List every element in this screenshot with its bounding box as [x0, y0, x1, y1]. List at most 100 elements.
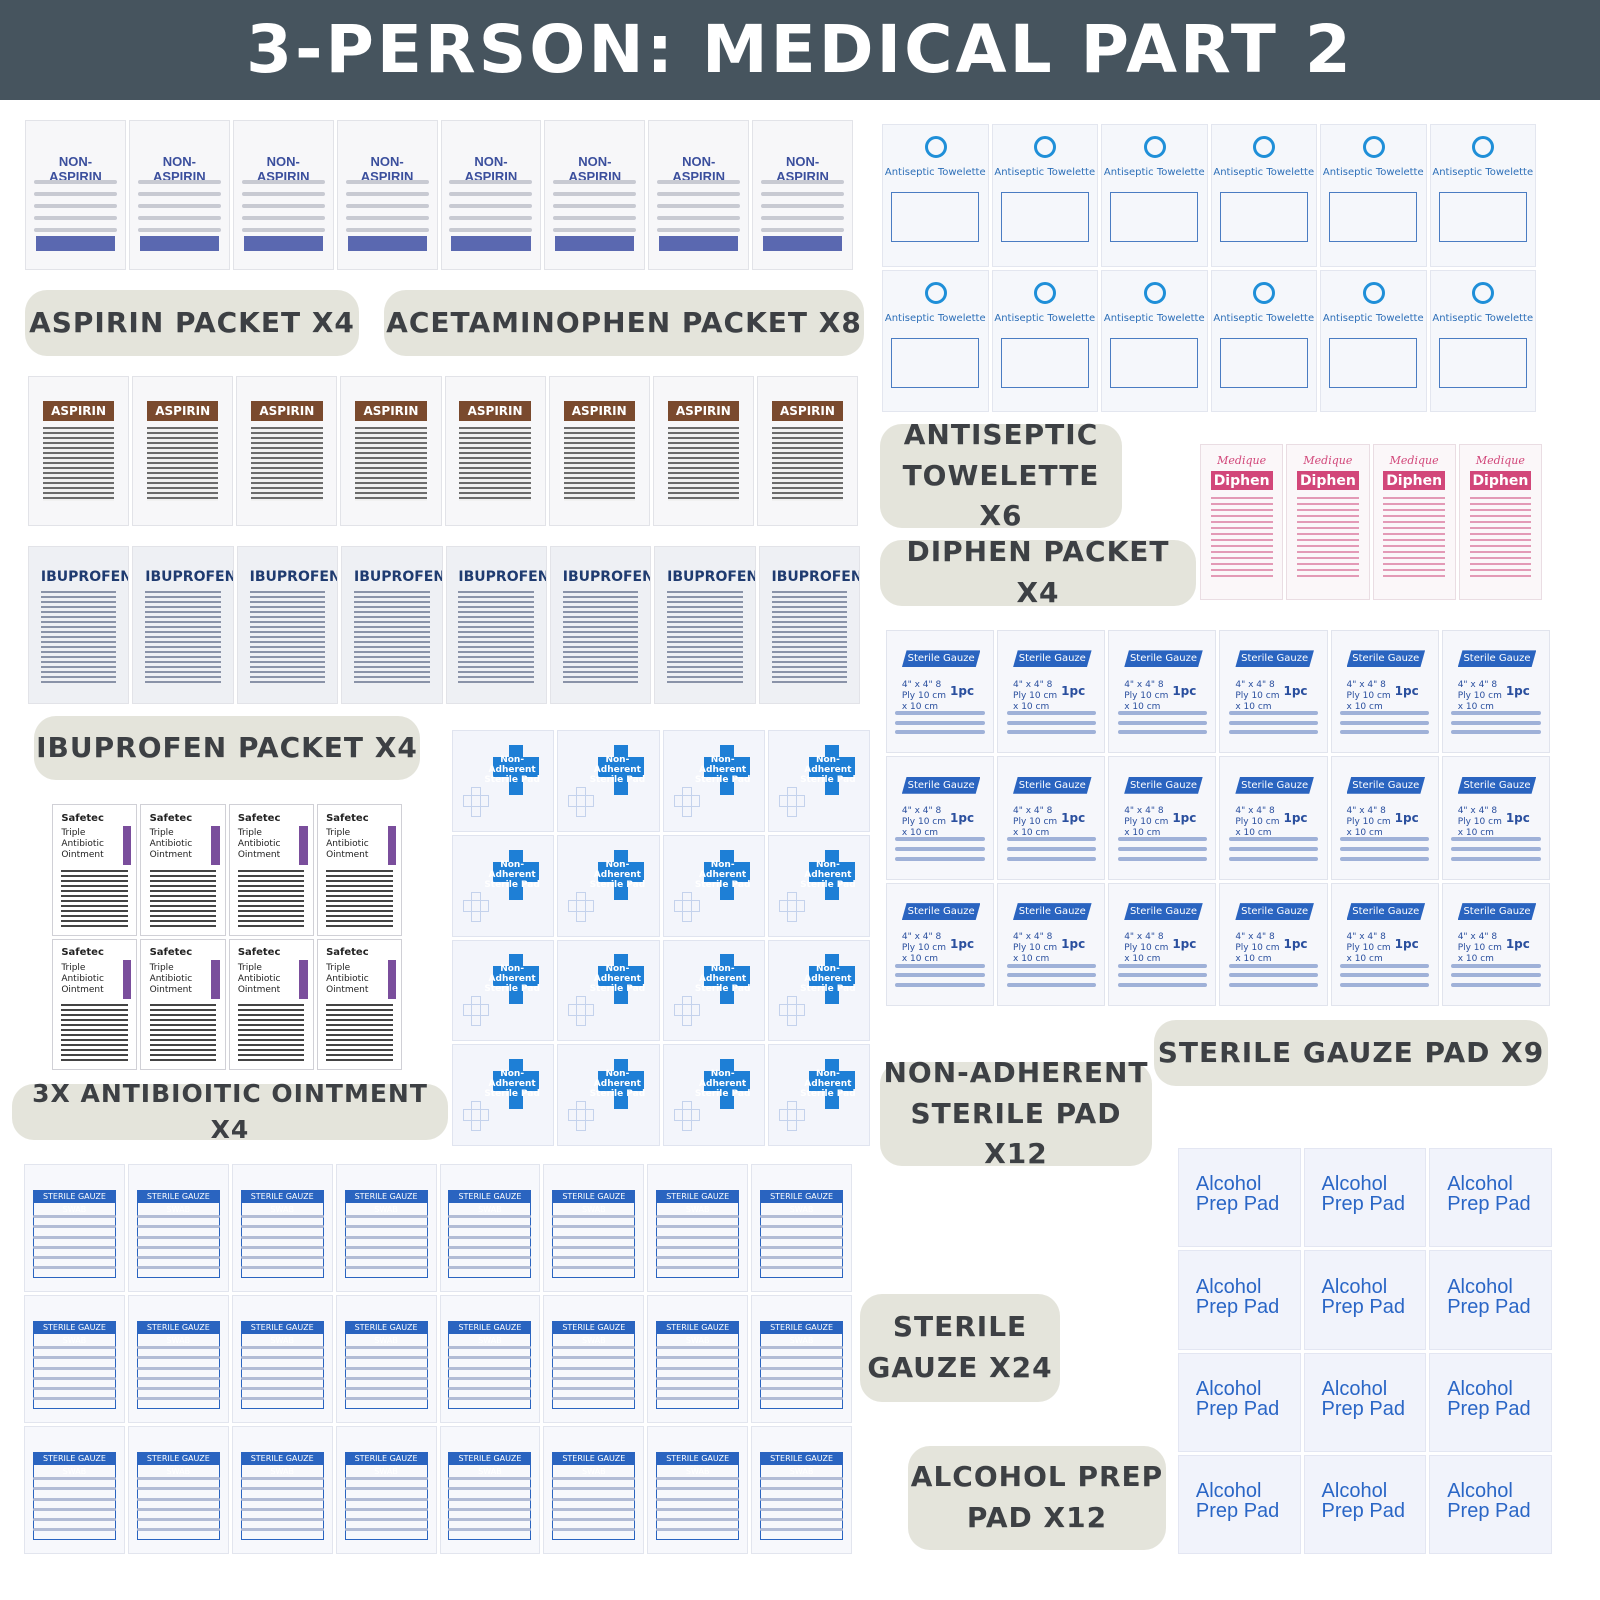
packet-stripe [387, 960, 397, 1000]
sterile-gauze-pad: Sterile Gauze Pad 4" x 4" 8 Ply 10 cm x 1… [886, 756, 995, 880]
prep-pad-line: Prep Pad [1195, 1500, 1280, 1523]
text-line [656, 1235, 740, 1239]
drug-facts-box [891, 192, 980, 243]
packet-name: Non-Adherent Sterile Pad [694, 754, 751, 785]
text-line [1228, 983, 1319, 988]
packet-text-block [149, 1004, 217, 1062]
non-aspirin-packet: NON-ASPIRIN [336, 120, 438, 270]
text-line [32, 1215, 116, 1219]
antiseptic-logo-icon [924, 281, 947, 304]
alcohol-prep-pad: Alcohol Prep Pad [1178, 1454, 1301, 1554]
text-line [136, 1396, 220, 1400]
text-line [656, 1346, 740, 1350]
packet-name: Non-Adherent Sterile Pad [589, 1069, 646, 1100]
text-line [344, 1376, 428, 1380]
text-line [760, 1396, 844, 1400]
text-line [449, 215, 533, 220]
text-line [344, 1497, 428, 1501]
packet-name: STERILE GAUZE SWAB [448, 1321, 532, 1345]
text-line [33, 227, 117, 232]
packet-count: 1pc [1394, 684, 1419, 699]
non-aspirin-packet: NON-ASPIRIN [232, 120, 334, 270]
text-line [345, 215, 429, 220]
text-line [1228, 720, 1319, 725]
ghost-cross-icon [778, 899, 805, 912]
text-line [344, 1517, 428, 1521]
packet-name: NON-ASPIRIN [568, 153, 622, 184]
packet-count: 1pc [1283, 937, 1308, 952]
text-line [240, 1507, 324, 1511]
packet-name: Non-Adherent Sterile Pad [800, 1069, 856, 1100]
sterile-gauze-pad: Sterile Gauze Pad 4" x 4" 8 Ply 10 cm x 1… [997, 882, 1106, 1006]
packet-name: STERILE GAUZE SWAB [32, 1452, 116, 1476]
packet-band [243, 236, 323, 252]
packet-band [659, 236, 739, 252]
non-aspirin-packet: NON-ASPIRIN [128, 120, 230, 270]
packet-name: Antiseptic Towelette [994, 167, 1096, 179]
text-line [552, 1487, 636, 1491]
text-line [32, 1527, 116, 1531]
text-line [1006, 730, 1096, 735]
sterile-gauze-pad: Sterile Gauze Pad 4" x 4" 8 Ply 10 cm x 1… [1219, 756, 1328, 880]
packet-dimensions: 4" x 4" 8 Ply 10 cm x 10 cm [1235, 805, 1280, 838]
packet-stripe [299, 960, 308, 1000]
text-line [1228, 730, 1319, 735]
text-line [1340, 973, 1430, 978]
packet-brand: Safetec [149, 947, 193, 959]
ghost-cross-icon [786, 786, 797, 817]
text-line [448, 1346, 532, 1350]
cross-icon [703, 861, 750, 882]
sterile-gauze-label: STERILE GAUZE X24 [860, 1294, 1060, 1402]
text-line [136, 1477, 220, 1481]
sterile-gauze-pad: Sterile Gauze Pad 4" x 4" 8 Ply 10 cm x 1… [1441, 882, 1550, 1006]
ghost-cross-icon [673, 1004, 700, 1017]
text-line [1117, 856, 1207, 861]
text-line [1117, 837, 1207, 842]
text-line [761, 180, 845, 185]
antiseptic-towelette-grid: Antiseptic Towelette Antiseptic Towelette… [882, 124, 1536, 412]
packet-name: ASPIRIN [147, 400, 219, 422]
text-line [136, 1366, 220, 1370]
text-line [32, 1376, 116, 1380]
sterile-gauze-swab: STERILE GAUZE SWAB [335, 1295, 437, 1423]
text-line [448, 1497, 532, 1501]
packet-text-block [1469, 497, 1532, 581]
packet-text-block [251, 427, 323, 502]
packet-band [763, 236, 843, 252]
text-line [1451, 847, 1541, 852]
ibuprofen-packet: IBUPROFEN [236, 546, 339, 704]
text-line [240, 1366, 324, 1370]
prep-pad-line: Prep Pad [1321, 1295, 1405, 1318]
packet-text-block [355, 427, 427, 502]
text-line [553, 192, 637, 197]
text-line [895, 856, 985, 861]
text-line [1451, 720, 1541, 725]
packet-name: Alcohol Prep Pad [1322, 1481, 1405, 1521]
sterile-gauze-pad: Sterile Gauze Pad 4" x 4" 8 Ply 10 cm x 1… [1330, 630, 1439, 754]
packet-brand: Medique [1475, 454, 1525, 468]
packet-name: STERILE GAUZE SWAB [760, 1190, 844, 1214]
text-line [760, 1346, 844, 1350]
text-line [552, 1265, 636, 1269]
packet-stripe [387, 825, 397, 865]
packet-count: 1pc [1394, 810, 1419, 825]
sterile-gauze-swab: STERILE GAUZE SWAB [439, 1295, 541, 1423]
cross-icon [808, 1071, 855, 1092]
diphen-packet: Medique Diphen [1286, 444, 1370, 600]
text-line [1451, 973, 1541, 978]
antiseptic-towelette: Antiseptic Towelette [1101, 124, 1208, 267]
prep-pad-line: Prep Pad [1321, 1397, 1405, 1420]
packet-name: STERILE GAUZE SWAB [552, 1190, 636, 1214]
packet-dimensions: 4" x 4" 8 Ply 10 cm x 10 cm [1346, 932, 1391, 965]
text-line [448, 1386, 532, 1390]
alcohol-prep-pad: Alcohol Prep Pad [1178, 1148, 1301, 1248]
packet-count: 1pc [1394, 937, 1419, 952]
packet-dimensions: 4" x 4" 8 Ply 10 cm x 10 cm [1124, 932, 1169, 965]
cross-icon [703, 1071, 750, 1092]
packet-name: ASPIRIN [459, 400, 531, 422]
cross-icon [703, 756, 750, 777]
sterile-gauze-swab: STERILE GAUZE SWAB [647, 1164, 749, 1292]
antiseptic-towelette: Antiseptic Towelette [1101, 269, 1208, 412]
ghost-cross-icon [576, 996, 587, 1027]
packet-band [347, 236, 427, 252]
